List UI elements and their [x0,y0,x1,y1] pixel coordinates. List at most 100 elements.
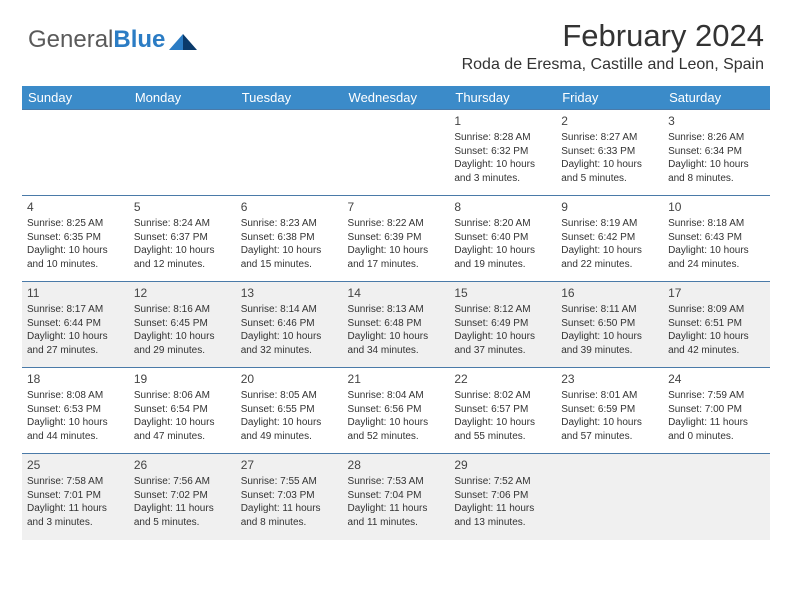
daylight-text: Daylight: 10 hours and 27 minutes. [27,330,124,357]
day-number: 16 [561,285,658,301]
calendar-day-cell: 15Sunrise: 8:12 AMSunset: 6:49 PMDayligh… [449,282,556,368]
sunrise-text: Sunrise: 8:11 AM [561,303,658,317]
sunrise-text: Sunrise: 7:58 AM [27,475,124,489]
sunrise-text: Sunrise: 7:52 AM [454,475,551,489]
daylight-text: Daylight: 10 hours and 57 minutes. [561,416,658,443]
calendar-day-cell: 16Sunrise: 8:11 AMSunset: 6:50 PMDayligh… [556,282,663,368]
sunrise-text: Sunrise: 8:06 AM [134,389,231,403]
day-number: 8 [454,199,551,215]
sunrise-text: Sunrise: 8:18 AM [668,217,765,231]
sunrise-text: Sunrise: 8:27 AM [561,131,658,145]
calendar-day-cell: 6 Sunrise: 8:23 AMSunset: 6:38 PMDaylight… [236,196,343,282]
daylight-text: Daylight: 10 hours and 52 minutes. [348,416,445,443]
calendar-day-cell: 9Sunrise: 8:19 AMSunset: 6:42 PMDaylight… [556,196,663,282]
sunrise-text: Sunrise: 8:25 AM [27,217,124,231]
weekday-header: Sunday [22,86,129,110]
daylight-text: Daylight: 10 hours and 47 minutes. [134,416,231,443]
calendar-day-cell [663,454,770,540]
weekday-header: Monday [129,86,236,110]
daylight-text: Daylight: 11 hours and 13 minutes. [454,502,551,529]
day-number: 26 [134,457,231,473]
day-number: 13 [241,285,338,301]
sunset-text: Sunset: 6:38 PM [241,231,338,245]
month-title: February 2024 [462,18,764,54]
calendar-day-cell [129,110,236,196]
sunrise-text: Sunrise: 8:04 AM [348,389,445,403]
sunset-text: Sunset: 7:04 PM [348,489,445,503]
calendar-day-cell: 7Sunrise: 8:22 AMSunset: 6:39 PMDaylight… [343,196,450,282]
daylight-text: Daylight: 10 hours and 32 minutes. [241,330,338,357]
sunset-text: Sunset: 7:03 PM [241,489,338,503]
sunset-text: Sunset: 6:40 PM [454,231,551,245]
daylight-text: Daylight: 10 hours and 42 minutes. [668,330,765,357]
sunrise-text: Sunrise: 8:13 AM [348,303,445,317]
brand-triangle-icon [169,30,197,50]
weekday-header: Saturday [663,86,770,110]
calendar-day-cell: 2Sunrise: 8:27 AMSunset: 6:33 PMDaylight… [556,110,663,196]
day-number: 15 [454,285,551,301]
day-number: 28 [348,457,445,473]
sunrise-text: Sunrise: 8:09 AM [668,303,765,317]
day-number: 24 [668,371,765,387]
calendar-day-cell: 29 Sunrise: 7:52 AMSunset: 7:06 PMDayligh… [449,454,556,540]
sunset-text: Sunset: 7:00 PM [668,403,765,417]
sunrise-text: Sunrise: 8:24 AM [134,217,231,231]
sunset-text: Sunset: 6:34 PM [668,145,765,159]
calendar-week-row: 4Sunrise: 8:25 AMSunset: 6:35 PMDaylight… [22,196,770,282]
sunset-text: Sunset: 6:50 PM [561,317,658,331]
sunrise-text: Sunrise: 8:12 AM [454,303,551,317]
calendar-day-cell: 13 Sunrise: 8:14 AMSunset: 6:46 PMDayligh… [236,282,343,368]
brand-name-part1: General [28,26,113,53]
calendar-day-cell: 23Sunrise: 8:01 AMSunset: 6:59 PMDayligh… [556,368,663,454]
daylight-text: Daylight: 10 hours and 15 minutes. [241,244,338,271]
day-number: 25 [27,457,124,473]
day-number: 2 [561,113,658,129]
daylight-text: Daylight: 10 hours and 5 minutes. [561,158,658,185]
calendar-header-row: Sunday Monday Tuesday Wednesday Thursday… [22,86,770,110]
calendar-day-cell: 14Sunrise: 8:13 AMSunset: 6:48 PMDayligh… [343,282,450,368]
daylight-text: Daylight: 10 hours and 3 minutes. [454,158,551,185]
daylight-text: Daylight: 10 hours and 49 minutes. [241,416,338,443]
day-number: 29 [454,457,551,473]
daylight-text: Daylight: 10 hours and 55 minutes. [454,416,551,443]
sunrise-text: Sunrise: 8:14 AM [241,303,338,317]
sunset-text: Sunset: 6:32 PM [454,145,551,159]
daylight-text: Daylight: 10 hours and 8 minutes. [668,158,765,185]
day-number: 14 [348,285,445,301]
sunset-text: Sunset: 6:43 PM [668,231,765,245]
sunset-text: Sunset: 6:55 PM [241,403,338,417]
sunset-text: Sunset: 6:42 PM [561,231,658,245]
title-block: February 2024 Roda de Eresma, Castille a… [462,18,764,74]
day-number: 4 [27,199,124,215]
day-number: 7 [348,199,445,215]
sunrise-text: Sunrise: 8:05 AM [241,389,338,403]
daylight-text: Daylight: 11 hours and 5 minutes. [134,502,231,529]
sunrise-text: Sunrise: 8:26 AM [668,131,765,145]
calendar-day-cell: 11Sunrise: 8:17 AMSunset: 6:44 PMDayligh… [22,282,129,368]
daylight-text: Daylight: 11 hours and 11 minutes. [348,502,445,529]
calendar-day-cell: 19Sunrise: 8:06 AMSunset: 6:54 PMDayligh… [129,368,236,454]
calendar-week-row: 11Sunrise: 8:17 AMSunset: 6:44 PMDayligh… [22,282,770,368]
sunset-text: Sunset: 7:06 PM [454,489,551,503]
day-number: 20 [241,371,338,387]
day-number: 18 [27,371,124,387]
calendar-week-row: 1Sunrise: 8:28 AMSunset: 6:32 PMDaylight… [22,110,770,196]
sunset-text: Sunset: 6:56 PM [348,403,445,417]
calendar-day-cell: 20 Sunrise: 8:05 AMSunset: 6:55 PMDayligh… [236,368,343,454]
calendar-day-cell: 1Sunrise: 8:28 AMSunset: 6:32 PMDaylight… [449,110,556,196]
daylight-text: Daylight: 11 hours and 0 minutes. [668,416,765,443]
calendar-day-cell: 26Sunrise: 7:56 AMSunset: 7:02 PMDayligh… [129,454,236,540]
sunset-text: Sunset: 6:48 PM [348,317,445,331]
daylight-text: Daylight: 10 hours and 10 minutes. [27,244,124,271]
sunset-text: Sunset: 6:46 PM [241,317,338,331]
sunrise-text: Sunrise: 8:02 AM [454,389,551,403]
sunset-text: Sunset: 6:35 PM [27,231,124,245]
daylight-text: Daylight: 11 hours and 3 minutes. [27,502,124,529]
day-number: 6 [241,199,338,215]
sunset-text: Sunset: 6:45 PM [134,317,231,331]
day-number: 22 [454,371,551,387]
daylight-text: Daylight: 10 hours and 17 minutes. [348,244,445,271]
sunrise-text: Sunrise: 8:23 AM [241,217,338,231]
sunrise-text: Sunrise: 8:19 AM [561,217,658,231]
sunrise-text: Sunrise: 7:59 AM [668,389,765,403]
